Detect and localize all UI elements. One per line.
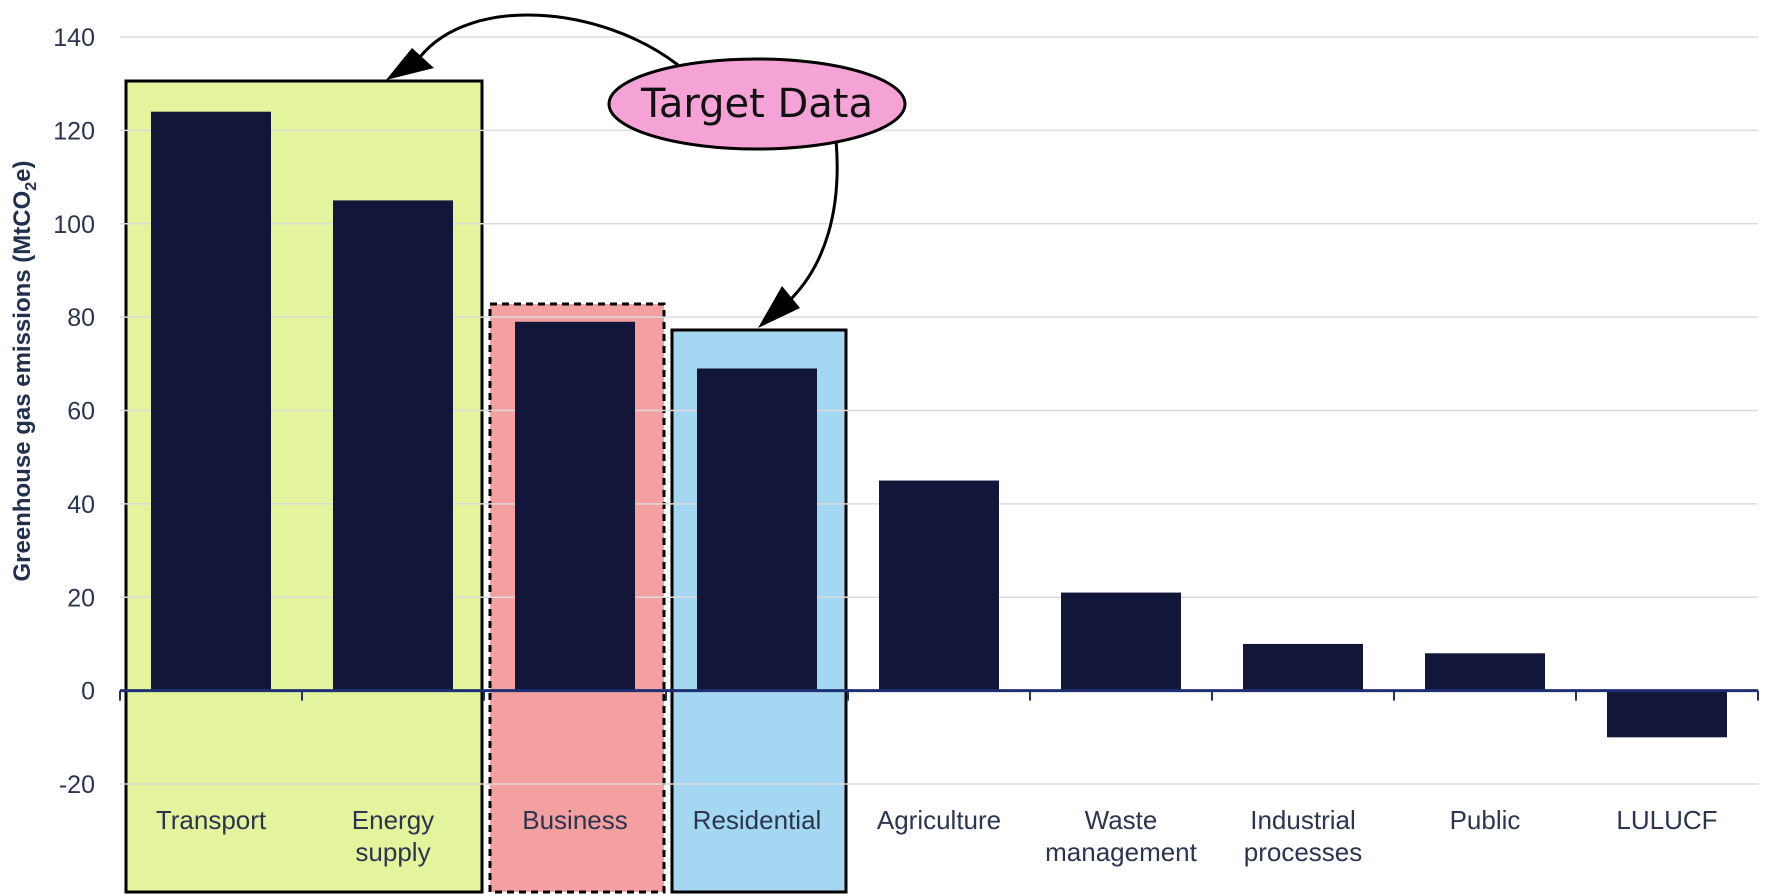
bar — [1061, 592, 1181, 691]
category-label: Waste management — [1045, 805, 1198, 867]
bar — [151, 111, 271, 691]
callout-arrow-right — [788, 139, 839, 302]
category-label: Agriculture — [877, 805, 1001, 835]
target-data-callout: Target Data — [386, 13, 907, 328]
bar — [1243, 643, 1363, 691]
bar — [879, 480, 999, 691]
bar — [515, 321, 635, 691]
y-axis-label: Greenhouse gas emissions (MtCO2e) — [9, 160, 40, 581]
category-label: LULUCF — [1616, 805, 1717, 835]
y-tick-label: 40 — [67, 491, 95, 519]
callout-ellipse — [607, 57, 907, 151]
bar — [697, 368, 817, 691]
callout-arrowhead-right — [758, 286, 800, 328]
category-label: Energy supply — [352, 805, 434, 867]
bar — [333, 200, 453, 691]
y-tick-label: 80 — [67, 304, 95, 332]
bar — [1425, 653, 1545, 691]
y-tick-label: -20 — [59, 771, 95, 799]
y-tick-label: 60 — [67, 398, 95, 426]
callout-label: Target Data — [640, 81, 873, 127]
axes: -20 0 20 40 60 80 100 120 140 — [53, 24, 1759, 799]
callout-arrow-left — [418, 13, 679, 67]
y-tick-label: 140 — [53, 24, 95, 52]
y-tick-label: 0 — [81, 678, 95, 706]
callout-arrowhead-left — [386, 48, 434, 80]
y-tick-label: 100 — [53, 211, 95, 239]
category-label: Business — [522, 805, 628, 835]
y-tick-label: 20 — [67, 584, 95, 612]
y-tick-label: 120 — [53, 117, 95, 145]
category-labels: Transport Energy supply Business Residential… — [156, 805, 1718, 867]
category-label: Public — [1450, 805, 1521, 835]
bar — [1607, 690, 1727, 738]
category-label: Transport — [156, 805, 267, 835]
category-label: Industrial processes — [1244, 805, 1363, 867]
bars — [151, 111, 1727, 738]
category-label: Residential — [693, 805, 822, 835]
